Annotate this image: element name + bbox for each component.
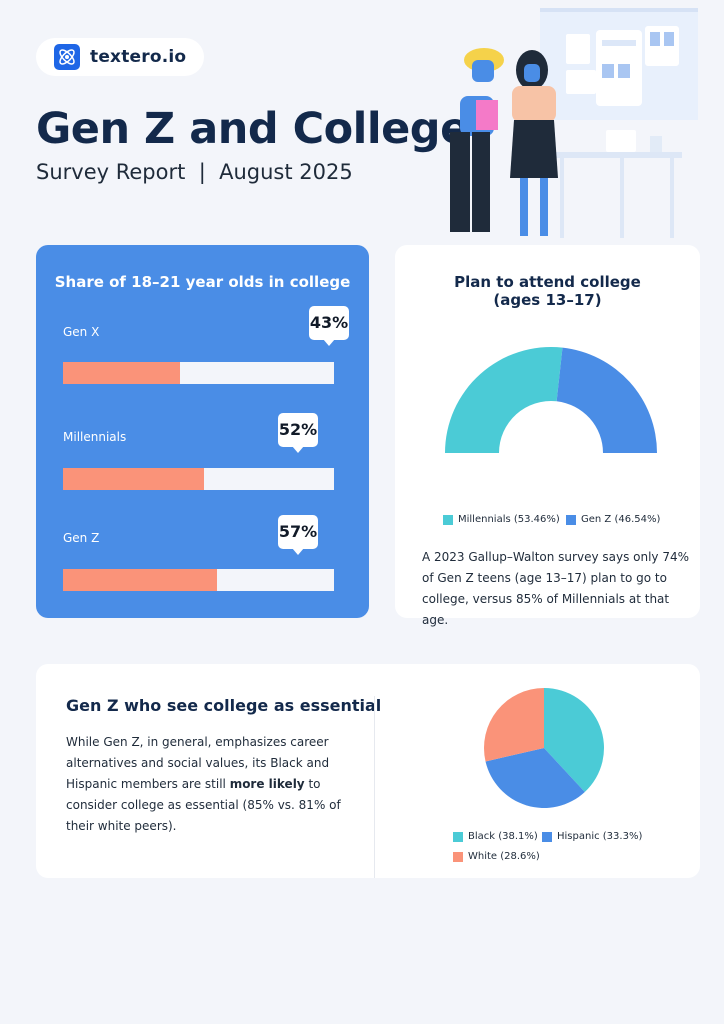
page-title: Gen Z and College [36,104,469,154]
legend-black: Black (38.1%) [453,831,538,842]
donut-segment-millennials [445,347,563,453]
people-presenting-dashboard-illustration [450,8,698,238]
legend-swatch-hispanic [542,831,552,842]
legend-gen-z: Gen Z (46.54%) [566,514,660,525]
legend-label-gen-z: Gen Z (46.54%) [581,514,661,525]
bar-label-millennials: Millennials [63,430,127,444]
pie-slice-white [484,688,544,762]
donut-title-line-1: Plan to attend college [454,273,641,291]
legend-label-millennials: Millennials (53.46%) [458,514,560,525]
legend-label-black: Black (38.1%) [468,831,538,842]
brand-name: textero.io [90,47,187,67]
bar-label-gen-x: Gen X [63,325,100,339]
atom-icon [54,44,80,70]
legend-swatch-black [453,831,463,842]
donut-segment-gen-z [556,347,657,453]
bar-label-gen-z: Gen Z [63,531,100,545]
plan-to-attend-panel: Plan to attend college (ages 13–17) Mill… [395,245,700,627]
bar-track-gen-z [63,569,334,591]
legend-hispanic: Hispanic (33.3%) [542,831,642,842]
body-text-start: While Gen Z, in general, emphasizes care… [66,735,330,791]
legend-millennials: Millennials (53.46%) [443,514,560,525]
college-essential-panel: Gen Z who see college as essential While… [36,664,700,878]
legend-white: White (28.6%) [453,851,540,862]
page-subtitle: Survey Report | August 2025 [36,160,353,184]
essential-title: Gen Z who see college as essential [66,696,382,715]
bar-value-gen-x: 43% [309,306,349,346]
body-text-end: to consider college as essential (85% vs… [66,777,341,833]
pie-slice-hispanic [485,748,585,808]
bar-millennials [63,468,204,490]
pie-slice-black [544,688,604,792]
survey-note: A 2023 Gallup–Walton survey says only 74… [422,550,690,627]
body-text-bold: more likely [229,777,305,791]
legend-swatch-white [453,851,463,862]
bar-value-millennials: 52% [278,413,318,453]
donut-title-line-2: (ages 13–17) [493,291,602,309]
college-share-panel: Share of 18–21 year olds in college Gen … [36,245,369,618]
essential-body: While Gen Z, in general, emphasizes care… [66,732,356,837]
legend-label-white: White (28.6%) [468,851,540,862]
legend-label-hispanic: Hispanic (33.3%) [557,831,643,842]
bar-track-gen-x [63,362,334,384]
bar-chart-title: Share of 18–21 year olds in college [54,273,351,291]
half-donut-chart [445,347,657,453]
legend-swatch-millennials [443,514,453,525]
bar-gen-z [63,569,218,591]
legend-swatch-gen-z [566,514,576,525]
bar-track-millennials [63,468,334,490]
bar-gen-x [63,362,180,384]
donut-chart-title: Plan to attend college (ages 13–17) [395,273,700,309]
bar-value-gen-z: 57% [278,515,318,555]
ethnicity-pie-chart [484,688,604,808]
divider [374,696,375,878]
brand-logo[interactable]: textero.io [36,38,204,76]
